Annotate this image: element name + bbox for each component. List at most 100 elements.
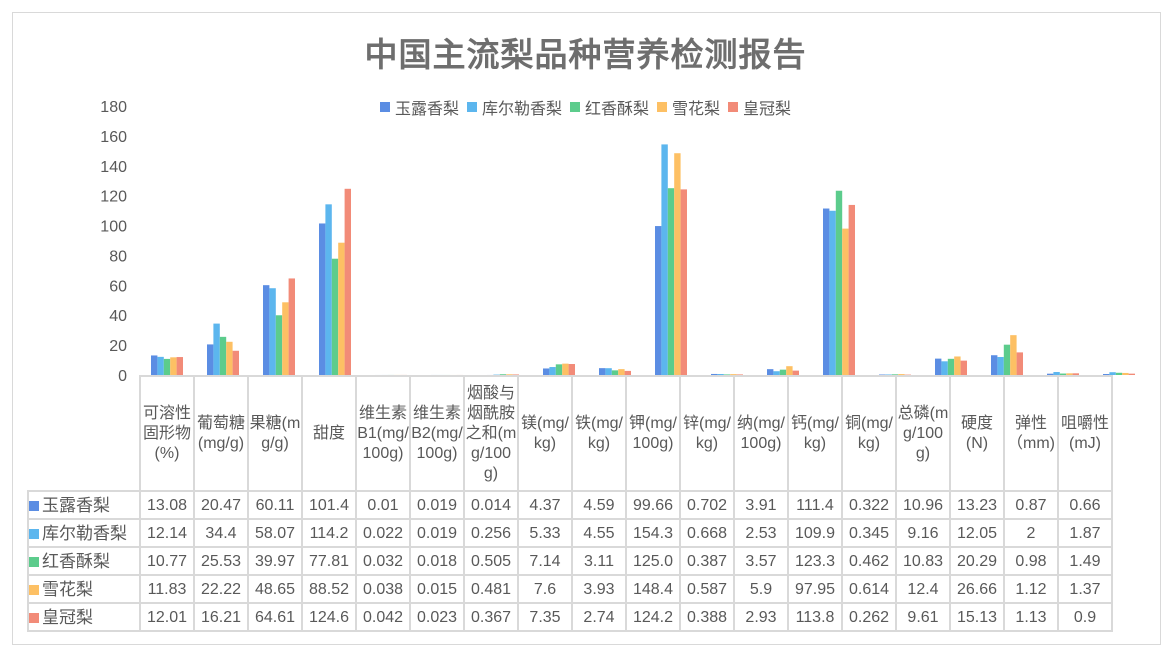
bar-8-1 [605, 368, 612, 375]
bar-10-3 [730, 374, 737, 375]
bar-2-0 [263, 285, 270, 375]
series-name: 雪花梨 [42, 579, 93, 599]
bar-6-2 [499, 374, 507, 375]
bar-3-4 [344, 188, 351, 375]
table-cell: 0.023 [409, 602, 465, 632]
bar-8-0 [599, 368, 606, 375]
bar-14-3 [954, 356, 961, 375]
legend-item: 库尔勒香梨 [466, 95, 562, 119]
bar-11-1 [773, 371, 780, 375]
series-name: 库尔勒香梨 [42, 523, 127, 543]
category-label: 铁(mg/kg) [571, 375, 627, 492]
table-cell: 12.14 [139, 518, 195, 548]
table-cell: 48.65 [247, 574, 303, 604]
category-label: 烟酸与烟酰胺之和(mg/100g) [463, 375, 519, 492]
table-cell: 0.032 [355, 546, 411, 576]
table-cell: 20.47 [193, 490, 249, 520]
bar-15-0 [991, 355, 998, 375]
legend-swatch [657, 102, 667, 112]
bar-17-2 [1115, 372, 1123, 375]
table-cell: 0.66 [1057, 490, 1113, 520]
category-label: 维生素B1(mg/100g) [355, 375, 411, 492]
table-cell: 0.668 [679, 518, 735, 548]
legend-swatch [379, 102, 390, 112]
series-row-label: 雪花梨 [27, 574, 141, 604]
legend: 玉露香梨 库尔勒香梨 红香酥梨 雪花梨 皇冠梨 [0, 95, 1171, 119]
table-cell: 4.59 [571, 490, 627, 520]
y-tick-label: 40 [109, 308, 127, 325]
bar-14-2 [947, 358, 955, 375]
legend-swatch [466, 102, 477, 112]
bar-10-1 [717, 374, 724, 375]
bar-12-4 [848, 204, 855, 375]
table-cell: 12.01 [139, 602, 195, 632]
table-cell: 0.87 [1003, 490, 1059, 520]
data-table: 可溶性固形物(%) 葡萄糖(mg/g) 果糖(mg/g) 甜度 维生素B1(mg/100… [27, 375, 1113, 632]
bar-2-4 [288, 278, 295, 375]
bar-3-0 [319, 223, 326, 375]
table-cell: 1.49 [1057, 546, 1113, 576]
table-cell: 26.66 [949, 574, 1005, 604]
series-swatch [29, 556, 39, 567]
category-label: 钙(mg/kg) [787, 375, 843, 492]
bar-2-1 [269, 288, 276, 375]
bar-9-0 [655, 226, 662, 375]
table-cell: 12.4 [895, 574, 951, 604]
category-label: 咀嚼性(mJ) [1057, 375, 1113, 492]
bar-0-3 [170, 357, 177, 375]
bar-14-0 [935, 358, 942, 375]
bar-8-4 [624, 370, 631, 375]
table-cell: 12.05 [949, 518, 1005, 548]
bar-12-2 [835, 190, 843, 375]
bar-7-2 [555, 364, 563, 375]
table-cell: 2.53 [733, 518, 789, 548]
table-row: 皇冠梨 12.01 16.21 64.61 124.6 0.042 0.023 0.367 7.… [27, 602, 1113, 632]
bar-10-2 [723, 374, 731, 375]
table-cell: 77.81 [301, 546, 357, 576]
series-swatch [29, 528, 39, 539]
bar-15-4 [1016, 352, 1023, 375]
table-cell: 20.29 [949, 546, 1005, 576]
table-cell: 39.97 [247, 546, 303, 576]
bar-17-4 [1128, 373, 1135, 375]
y-tick-label: 140 [100, 159, 127, 176]
bar-13-1 [885, 374, 892, 375]
table-cell: 16.21 [193, 602, 249, 632]
table-cell: 7.6 [517, 574, 573, 604]
series-row-label: 红香酥梨 [27, 546, 141, 576]
series-row-label: 皇冠梨 [27, 602, 141, 632]
bar-1-0 [207, 344, 214, 375]
bar-15-2 [1003, 344, 1011, 375]
bar-0-4 [176, 357, 183, 375]
table-cell: 0.702 [679, 490, 735, 520]
y-tick-label: 100 [100, 219, 127, 236]
table-cell: 4.55 [571, 518, 627, 548]
table-cell: 114.2 [301, 518, 357, 548]
bar-9-4 [680, 189, 687, 375]
bar-2-3 [282, 302, 289, 375]
table-cell: 0.256 [463, 518, 519, 548]
category-label: 纳(mg/100g) [733, 375, 789, 492]
table-cell: 148.4 [625, 574, 681, 604]
bar-1-3 [226, 341, 233, 375]
y-tick-label: 20 [109, 338, 127, 355]
category-label: 铜(mg/kg) [841, 375, 897, 492]
table-cell: 109.9 [787, 518, 843, 548]
table-cell: 0.462 [841, 546, 897, 576]
table-cell: 3.93 [571, 574, 627, 604]
table-cell: 0.015 [409, 574, 465, 604]
bar-14-1 [941, 361, 948, 375]
legend-label: 皇冠梨 [743, 101, 792, 118]
bar-14-4 [960, 360, 967, 375]
table-cell: 124.2 [625, 602, 681, 632]
table-row: 玉露香梨 13.08 20.47 60.11 101.4 0.01 0.019 0.014 4.… [27, 490, 1113, 520]
bar-12-3 [842, 228, 849, 375]
category-label: 葡萄糖(mg/g) [193, 375, 249, 492]
category-label: 弹性（mm) [1003, 375, 1059, 492]
table-cell: 0.322 [841, 490, 897, 520]
table-cell: 5.9 [733, 574, 789, 604]
table-cell: 0.505 [463, 546, 519, 576]
bar-8-2 [611, 370, 619, 375]
